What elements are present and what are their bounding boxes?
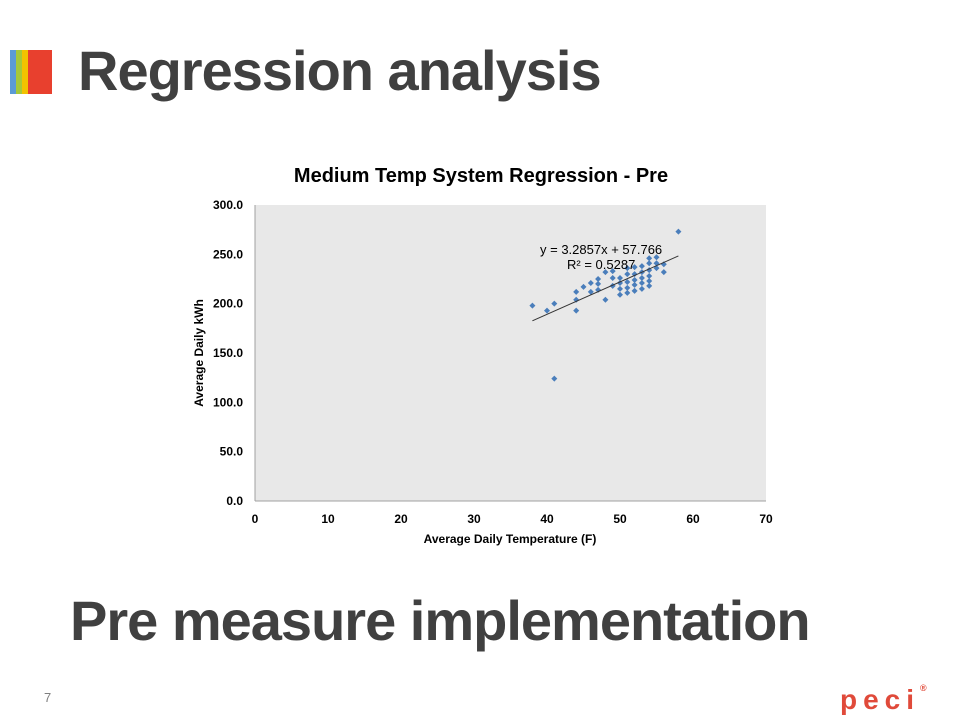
data-point <box>595 280 602 287</box>
data-point <box>675 228 682 235</box>
x-axis-ticks: 0 10 20 30 40 50 60 70 <box>252 512 773 526</box>
data-point <box>646 260 653 267</box>
accent-bar-green <box>16 50 22 94</box>
title-accent-bars <box>0 50 52 94</box>
y-tick-label: 0.0 <box>226 494 243 508</box>
data-point <box>617 275 623 282</box>
y-axis-label: Average Daily kWh <box>192 299 206 407</box>
x-tick-label: 0 <box>252 512 259 526</box>
slide-title: Regression analysis <box>78 39 602 102</box>
y-tick-label: 150.0 <box>213 346 243 360</box>
data-points <box>529 228 682 382</box>
data-point <box>617 291 623 298</box>
logo-text: peci <box>840 684 921 715</box>
data-point <box>638 263 645 270</box>
data-point <box>638 279 645 286</box>
data-point <box>551 375 558 382</box>
data-point <box>653 254 660 261</box>
x-tick-label: 20 <box>394 512 408 526</box>
data-point <box>646 277 653 284</box>
peci-logo: peci® <box>840 682 927 716</box>
x-tick-label: 70 <box>759 512 773 526</box>
data-point <box>609 275 616 282</box>
x-tick-label: 40 <box>540 512 554 526</box>
registered-mark: ® <box>920 682 927 693</box>
y-tick-label: 200.0 <box>213 297 243 311</box>
data-point <box>544 307 550 314</box>
x-tick-label: 30 <box>467 512 481 526</box>
x-tick-label: 10 <box>321 512 335 526</box>
data-point <box>573 307 580 314</box>
data-point <box>602 269 609 276</box>
data-point <box>617 285 623 292</box>
data-point <box>529 302 536 309</box>
y-tick-label: 50.0 <box>220 445 244 459</box>
data-point <box>638 285 645 292</box>
data-point <box>624 278 631 285</box>
data-point <box>602 296 609 303</box>
chart-title: Medium Temp System Regression - Pre <box>294 165 668 187</box>
y-axis-ticks: 0.0 50.0 100.0 150.0 200.0 250.0 300.0 <box>213 198 243 508</box>
trendline <box>532 255 679 322</box>
data-point <box>624 284 631 291</box>
data-point <box>631 287 638 294</box>
accent-bar-red <box>28 50 52 94</box>
data-point <box>646 273 653 280</box>
y-tick-label: 300.0 <box>213 198 243 212</box>
x-axis-label: Average Daily Temperature (F) <box>424 532 597 546</box>
data-point <box>609 268 616 275</box>
x-tick-label: 60 <box>686 512 700 526</box>
data-point <box>580 283 587 290</box>
data-point <box>624 265 631 272</box>
plot-area <box>255 205 766 501</box>
x-tick-label: 50 <box>613 512 627 526</box>
accent-bar-blue <box>10 50 16 94</box>
data-point <box>646 282 653 289</box>
y-tick-label: 100.0 <box>213 395 243 409</box>
data-point <box>631 264 638 271</box>
data-point <box>624 289 631 296</box>
data-point <box>551 300 558 307</box>
data-point <box>573 288 580 295</box>
y-tick-label: 250.0 <box>213 247 243 261</box>
page-number: 7 <box>44 690 52 705</box>
trendline-equation: y = 3.2857x + 57.766 <box>540 242 662 257</box>
data-point <box>631 276 638 283</box>
accent-bar-yellow <box>22 50 28 94</box>
data-point <box>660 269 667 276</box>
slide-subtitle: Pre measure implementation <box>70 589 811 652</box>
data-point <box>595 276 602 282</box>
data-point <box>587 288 594 295</box>
data-point <box>646 255 653 262</box>
data-point <box>587 279 594 286</box>
data-point <box>624 271 631 278</box>
data-point <box>638 275 645 282</box>
data-point <box>631 281 638 288</box>
trendline-r2: R² = 0.5287 <box>567 257 635 272</box>
